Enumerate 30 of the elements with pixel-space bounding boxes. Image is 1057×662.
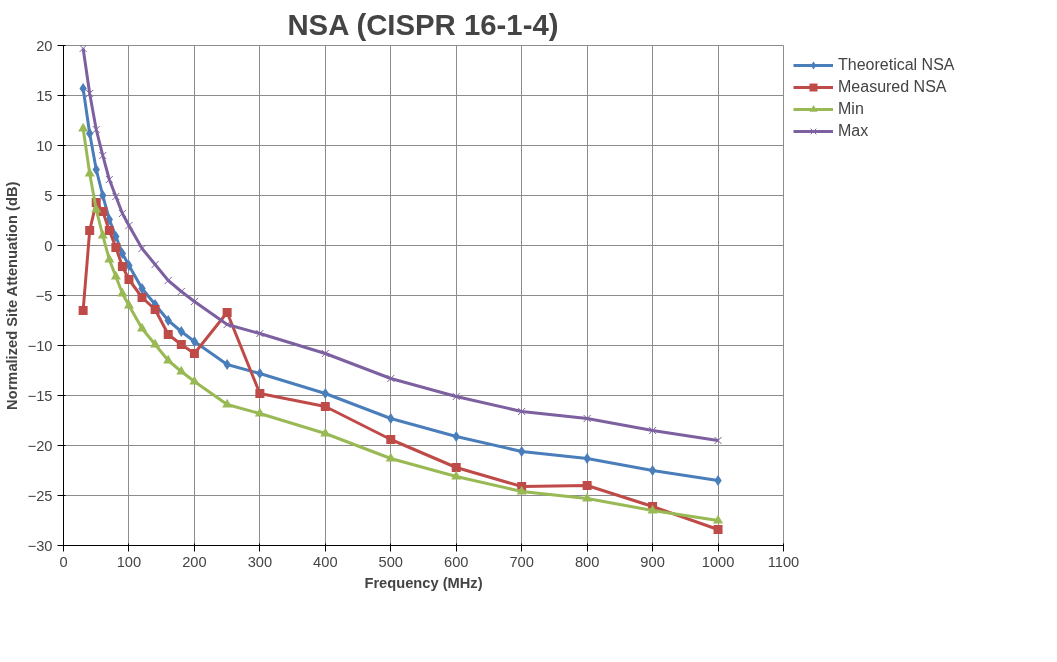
y-tick-label: −5: [35, 287, 53, 304]
legend-label: Min: [838, 100, 864, 118]
y-axis-title: Normalized Site Attenuation (dB): [3, 181, 20, 410]
y-tick-label: −25: [27, 487, 53, 504]
y-tick-label: 0: [44, 237, 53, 254]
x-tick-label: 1100: [767, 553, 800, 570]
y-tick-label: 5: [44, 187, 53, 204]
x-tick-label: 400: [313, 553, 338, 570]
x-tick-label: 200: [182, 553, 207, 570]
y-tick-label: 20: [36, 37, 53, 54]
x-tick-label: 500: [378, 553, 404, 570]
y-tick-label: −15: [27, 387, 53, 404]
x-tick-label: 0: [59, 553, 68, 570]
y-tick-label: −20: [27, 437, 53, 454]
x-tick-label: 1000: [701, 553, 735, 570]
y-tick-label: −30: [27, 537, 53, 554]
x-tick-label: 700: [509, 553, 534, 570]
x-tick-label: 100: [116, 553, 142, 570]
x-tick-label: 800: [574, 553, 600, 570]
y-tick-label: 15: [36, 87, 53, 104]
chart-title: NSA (CISPR 16-1-4): [287, 7, 559, 41]
y-tick-label: −10: [27, 337, 53, 354]
y-tick-label: 10: [36, 137, 53, 154]
x-tick-label: 600: [444, 553, 469, 570]
legend-label: Max: [838, 122, 869, 140]
x-tick-label: 300: [247, 553, 273, 570]
legend-label: Measured NSA: [838, 78, 947, 96]
legend-label: Theoretical NSA: [838, 56, 955, 74]
x-tick-label: 900: [640, 553, 665, 570]
x-axis-title: Frequency (MHz): [364, 574, 483, 591]
